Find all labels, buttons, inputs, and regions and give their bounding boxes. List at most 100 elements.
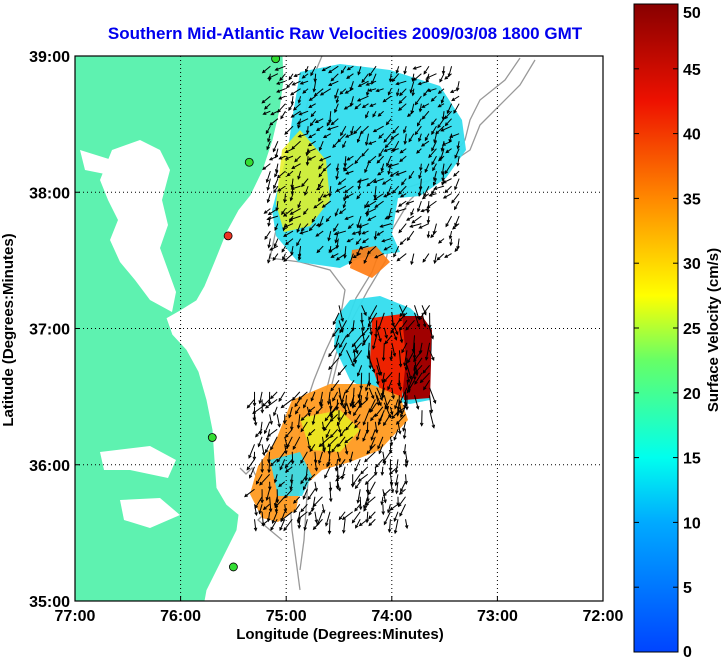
velocity-vector	[418, 133, 422, 142]
velocity-vector-head	[380, 392, 385, 398]
velocity-vector-head	[328, 353, 332, 358]
velocity-vector-head	[402, 435, 407, 440]
velocity-vector-head	[422, 323, 427, 328]
velocity-vector-head	[397, 430, 402, 435]
velocity-vector-head	[428, 154, 432, 159]
velocity-vector-head	[267, 75, 272, 80]
velocity-vector-head	[454, 248, 459, 253]
velocity-vector-head	[325, 434, 329, 439]
velocity-vector-head	[308, 104, 313, 109]
velocity-vector-head	[357, 400, 362, 405]
x-axis-label: Longitude (Degrees:Minutes)	[236, 626, 444, 643]
velocity-vector	[270, 518, 278, 531]
velocity-vector	[345, 395, 348, 407]
velocity-vector-head	[335, 485, 340, 490]
velocity-vector-head	[405, 201, 410, 205]
velocity-vector-head	[399, 313, 404, 318]
velocity-vector	[376, 327, 382, 342]
velocity-vector	[349, 253, 354, 265]
x-tick-label-3: 74:00	[371, 608, 412, 625]
velocity-vector-head	[385, 121, 390, 126]
velocity-vector	[392, 185, 400, 194]
velocity-vector	[252, 406, 263, 414]
velocity-vector-head	[402, 427, 406, 432]
velocity-vector	[403, 125, 407, 133]
velocity-vector-head	[343, 189, 348, 194]
velocity-vector	[396, 170, 407, 176]
velocity-vector-head	[360, 470, 364, 475]
velocity-vector-head	[372, 179, 377, 184]
velocity-vector	[367, 342, 370, 359]
velocity-vector-head	[288, 414, 292, 419]
velocity-vector	[273, 238, 279, 247]
velocity-vector	[410, 208, 415, 216]
velocity-vector	[277, 103, 286, 113]
velocity-vector	[344, 436, 353, 444]
velocity-vector	[281, 398, 293, 408]
velocity-vector	[393, 245, 400, 257]
velocity-vector-head	[302, 495, 307, 500]
velocity-vector	[373, 125, 384, 133]
colorbar-tick-label-2: 10	[683, 515, 701, 532]
velocity-vector-head	[354, 485, 359, 490]
velocity-vector-head	[293, 73, 298, 78]
velocity-vector-head	[274, 154, 279, 159]
y-axis-label: Latitude (Degrees:Minutes)	[0, 233, 17, 426]
velocity-vector	[414, 395, 419, 409]
velocity-vector-head	[368, 515, 372, 520]
velocity-vector-head	[362, 421, 367, 426]
velocity-vector-head	[392, 148, 397, 153]
velocity-vector-head	[357, 185, 362, 190]
velocity-vector	[270, 110, 279, 116]
velocity-vector-head	[397, 503, 402, 508]
velocity-vector-head	[349, 87, 354, 92]
velocity-vector	[273, 406, 278, 416]
velocity-vector	[308, 406, 316, 413]
velocity-vector-head	[444, 122, 449, 127]
velocity-vector-head	[376, 159, 381, 164]
velocity-vector-head	[399, 149, 404, 154]
velocity-vector	[424, 163, 430, 173]
velocity-vector	[368, 511, 376, 519]
velocity-vector	[334, 208, 339, 216]
velocity-vector	[267, 428, 278, 437]
velocity-vector	[281, 208, 286, 215]
velocity-vector-head	[344, 90, 349, 94]
velocity-vector-head	[426, 88, 432, 93]
velocity-vector	[396, 66, 400, 74]
velocity-vector-head	[392, 352, 397, 358]
velocity-vector-head	[368, 141, 373, 145]
velocity-vector-head	[412, 376, 417, 381]
velocity-vector-head	[437, 124, 441, 129]
velocity-vector-head	[377, 113, 382, 117]
velocity-vector-head	[347, 410, 352, 416]
velocity-vector	[365, 496, 376, 506]
velocity-vector	[275, 65, 286, 71]
velocity-vector-head	[328, 366, 332, 371]
velocity-vector-head	[376, 401, 380, 407]
velocity-vector	[436, 253, 445, 261]
velocity-vector-head	[360, 319, 364, 324]
velocity-vector-head	[433, 260, 437, 265]
velocity-vector-head	[253, 422, 258, 427]
velocity-vector	[345, 193, 354, 199]
velocity-vector	[345, 170, 354, 175]
velocity-vector-head	[389, 356, 393, 362]
velocity-vector-head	[262, 403, 266, 407]
y-tick-label-2: 37:00	[29, 322, 70, 339]
velocity-vector-head	[322, 194, 327, 198]
velocity-vector	[262, 65, 271, 74]
velocity-vector	[384, 335, 393, 344]
velocity-vector-head	[311, 421, 316, 426]
velocity-vector-head	[318, 443, 323, 448]
velocity-vector-head	[408, 375, 413, 380]
velocity-vector-head	[321, 509, 326, 514]
velocity-vector-head	[431, 424, 436, 429]
velocity-vector-head	[265, 496, 270, 502]
velocity-vector-head	[338, 353, 343, 358]
velocity-vector-head	[383, 247, 388, 251]
velocity-vector-head	[335, 176, 339, 181]
velocity-vector-head	[362, 437, 366, 442]
velocity-vector	[334, 335, 340, 349]
velocity-vector-head	[289, 211, 294, 215]
